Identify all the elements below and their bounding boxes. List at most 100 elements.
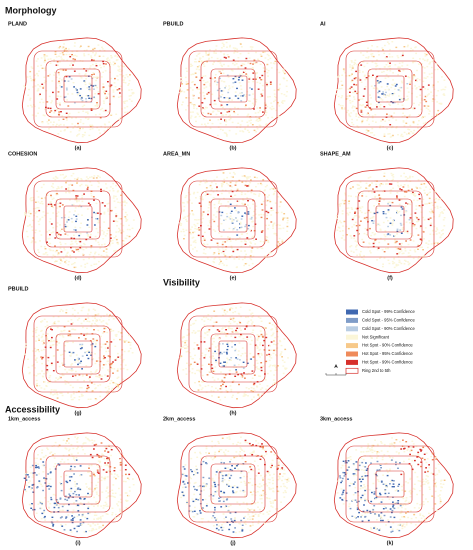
map-patch xyxy=(102,250,105,252)
map-patch xyxy=(39,202,42,204)
map-patch xyxy=(255,238,257,240)
map-patch xyxy=(95,85,97,87)
map-patch xyxy=(108,121,111,123)
map-patch xyxy=(59,517,62,519)
map-patch xyxy=(223,331,226,334)
map-patch xyxy=(247,52,250,54)
map-patch xyxy=(264,107,267,109)
map-patch xyxy=(241,120,244,122)
map-patch xyxy=(108,245,111,247)
map-patch xyxy=(396,233,398,235)
map-patch xyxy=(410,130,413,133)
map-patch xyxy=(182,466,185,468)
map-patch xyxy=(232,82,235,84)
map-patch xyxy=(268,365,271,368)
map-patch xyxy=(93,199,95,201)
map-patch xyxy=(221,352,223,355)
map-patch xyxy=(408,133,411,135)
map-patch xyxy=(54,504,57,506)
map-patch xyxy=(207,112,210,115)
map-patch xyxy=(75,218,78,220)
panel-title: 2km_access xyxy=(163,416,195,422)
map-patch xyxy=(99,375,101,377)
map-patch xyxy=(98,260,100,263)
map-patch xyxy=(230,357,233,359)
map-patch xyxy=(240,191,243,194)
map-patch xyxy=(112,381,115,384)
map-patch xyxy=(359,79,362,81)
map-patch xyxy=(68,488,71,490)
map-patch xyxy=(405,179,408,181)
map-patch xyxy=(283,100,286,102)
map-patch xyxy=(223,365,225,367)
map-patch xyxy=(226,215,229,218)
map-patch xyxy=(254,491,257,494)
map-patch xyxy=(354,240,357,242)
map-patch xyxy=(68,211,71,213)
map-patch xyxy=(207,210,210,212)
map-patch xyxy=(415,52,417,55)
map-patch xyxy=(387,61,390,64)
map-patch xyxy=(106,487,108,489)
map-patch xyxy=(107,451,110,453)
map-patch xyxy=(198,60,201,63)
map-patch xyxy=(435,230,437,233)
map-patch xyxy=(438,214,441,216)
map-patch xyxy=(234,106,236,109)
map-patch xyxy=(399,222,402,225)
map-patch xyxy=(90,184,93,186)
map-patch xyxy=(50,110,53,112)
map-patch xyxy=(422,122,425,125)
ring-road xyxy=(357,190,423,248)
map-patch xyxy=(86,232,89,234)
map-patch xyxy=(193,231,196,233)
map-patch xyxy=(194,382,196,384)
map-patch xyxy=(278,227,281,230)
map-patch xyxy=(112,91,115,93)
map-patch xyxy=(383,133,386,135)
map-patch xyxy=(103,331,106,333)
map-patch xyxy=(233,364,236,366)
map-patch xyxy=(71,123,74,125)
map-patch xyxy=(87,439,90,441)
map-patch xyxy=(203,239,206,241)
map-patch xyxy=(83,53,85,55)
map-patch xyxy=(372,55,375,58)
map-patch xyxy=(204,385,207,388)
map-patch xyxy=(57,445,60,448)
map-patch xyxy=(35,375,38,377)
map-patch xyxy=(219,351,222,354)
map-patch xyxy=(274,99,277,101)
map-patch xyxy=(100,505,103,507)
map-patch xyxy=(115,231,118,233)
map-patch xyxy=(240,333,242,336)
map-patch xyxy=(371,45,373,47)
map-patch xyxy=(222,327,224,329)
map-patch xyxy=(432,98,434,100)
map xyxy=(176,167,297,274)
map-patch xyxy=(356,79,359,82)
map-patch xyxy=(59,247,62,249)
map-patch xyxy=(222,314,224,316)
panel-title: PBUILD xyxy=(8,286,29,292)
map-patch xyxy=(78,374,81,376)
map-patch xyxy=(119,116,122,119)
map-patch xyxy=(197,389,200,391)
map-patch xyxy=(230,335,233,337)
map-patch xyxy=(231,219,234,221)
map-patch xyxy=(369,184,371,186)
map-patch xyxy=(93,496,95,499)
map-patch xyxy=(30,226,33,228)
map-patch xyxy=(40,349,43,352)
map-patch xyxy=(114,77,116,80)
map-patch xyxy=(353,237,355,240)
map-patch xyxy=(228,110,231,113)
map-patch xyxy=(253,98,255,100)
map-patch xyxy=(243,175,246,177)
map-patch xyxy=(228,436,231,438)
map-patch xyxy=(214,230,217,232)
map-patch xyxy=(107,459,109,461)
map-patch xyxy=(428,113,430,115)
map-patch xyxy=(242,203,244,206)
map-patch xyxy=(217,469,219,471)
